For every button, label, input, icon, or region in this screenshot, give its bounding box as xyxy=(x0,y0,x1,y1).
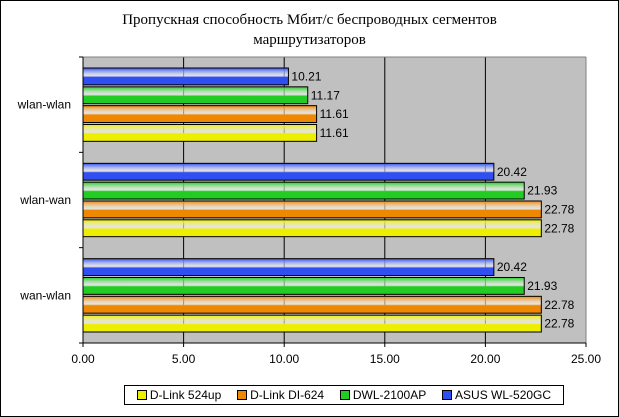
bar-d-link-524up xyxy=(82,314,542,333)
category-label: wlan-wlan xyxy=(17,98,71,112)
data-label: 22.78 xyxy=(544,317,574,331)
legend-item: D-Link 524up xyxy=(136,388,222,402)
plot-background xyxy=(83,57,586,343)
x-tick-label: 25.00 xyxy=(571,352,601,366)
bar-d-link-524up xyxy=(82,124,318,142)
chart-title-line-2: маршрутизаторов xyxy=(253,32,366,48)
legend-label: ASUS WL-520GC xyxy=(455,388,552,402)
bar-dwl-2100ap xyxy=(82,181,525,200)
data-label: 21.93 xyxy=(527,184,557,198)
legend-item: ASUS WL-520GC xyxy=(442,388,551,402)
data-label: 22.78 xyxy=(544,202,574,216)
bar-d-link-di-624 xyxy=(82,295,542,314)
legend-swatch xyxy=(442,390,453,400)
bar-asus-wl-520gc xyxy=(82,258,495,276)
x-tick-label: 5.00 xyxy=(172,352,196,366)
legend-swatch xyxy=(237,390,248,400)
legend-swatch xyxy=(339,390,350,400)
data-label: 11.61 xyxy=(320,107,349,121)
legend-label: D-Link 524up xyxy=(149,388,222,402)
category-label: wlan-wan xyxy=(19,193,71,207)
category-label: wan-wlan xyxy=(19,288,71,302)
data-label: 20.42 xyxy=(497,260,527,274)
chart-title: Пропускная способность Мбит/с беспроводн… xyxy=(0,10,619,50)
legend-swatch xyxy=(136,390,147,400)
bar-asus-wl-520gc xyxy=(82,162,495,181)
x-tick-label: 15.00 xyxy=(370,352,400,366)
bar-dwl-2100ap xyxy=(82,277,525,295)
data-label: 10.21 xyxy=(291,69,321,83)
data-label: 20.42 xyxy=(497,165,527,179)
bar-d-link-524up xyxy=(82,219,542,238)
data-label: 21.93 xyxy=(527,279,557,293)
bar-asus-wl-520gc xyxy=(82,67,289,86)
x-tick-label: 10.00 xyxy=(269,352,299,366)
data-label: 22.78 xyxy=(544,221,574,235)
legend-item: D-Link DI-624 xyxy=(237,388,324,402)
data-label: 11.61 xyxy=(320,126,349,140)
chart-title-line-1: Пропускная способность Мбит/с беспроводн… xyxy=(122,12,497,28)
bar-d-link-di-624 xyxy=(82,200,542,219)
legend-label: DWL-2100AP xyxy=(352,388,427,402)
legend-label: D-Link DI-624 xyxy=(250,388,325,402)
bar-dwl-2100ap xyxy=(82,86,309,105)
legend-item: DWL-2100AP xyxy=(339,388,427,402)
x-tick-label: 20.00 xyxy=(470,352,500,366)
legend: D-Link 524up D-Link DI-624 DWL-2100AP ASUS … xyxy=(124,385,564,405)
data-label: 22.78 xyxy=(544,298,574,312)
x-tick-label: 0.00 xyxy=(71,352,95,366)
data-label: 11.17 xyxy=(311,88,340,102)
bar-d-link-di-624 xyxy=(82,105,318,123)
